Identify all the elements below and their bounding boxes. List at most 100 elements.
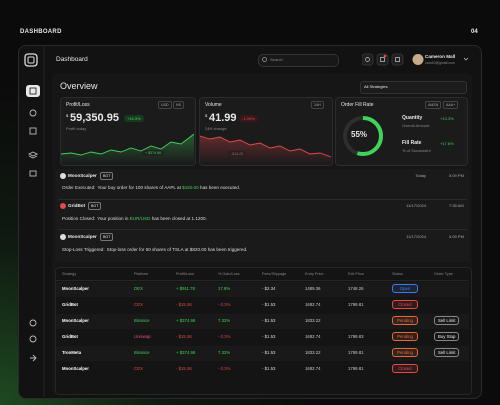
header-icons [362,53,469,66]
card-caption: 24H change [205,126,227,131]
table-cell: 1682.74 [305,302,321,307]
notification-line: Order Executed: Your buy order for 100 sh… [62,185,240,190]
table-cell: 7.32% [218,318,231,323]
search-box[interactable] [258,54,339,67]
stat-label: Quantity [402,115,423,121]
stat-label: Fill Rate [402,140,422,146]
strategy-filter-label: All Strategies [364,84,388,89]
card-tab[interactable]: NS [173,101,184,109]
bot-name: GridBot [68,203,86,208]
order-type-button[interactable]: Sell Limit [434,348,460,357]
table-cell: 7.32% [218,350,231,355]
table-cell: - $2.34 [262,286,276,291]
card-title: Profit/Loss [66,102,90,108]
separator [58,229,467,230]
card-caption: Profit today [66,126,87,131]
stat-change: +13.3% [440,116,454,121]
table-cell: 1833.22 [305,318,321,323]
table-cell: 17.8% [218,286,231,291]
bot-tag: BOT [88,202,102,210]
table-cell: 1799.81 [348,302,364,307]
order-type-button[interactable]: Sell Limit [434,316,460,325]
table-cell: 1799.81 [348,366,364,371]
table-cell: MoonScalper [62,318,89,323]
search-placeholder: Search [270,57,283,62]
card-value: 41.99 [209,112,237,124]
column-header: Platform [134,272,149,276]
separator [56,280,469,281]
stat-caption: % of Successful [402,148,431,153]
table-cell: - $15.36 [176,302,192,307]
column-header: Exit Price [348,272,365,276]
column-header: Fees/Slippage [262,272,287,276]
sidebar [24,45,45,397]
volume-sparkline [200,135,331,164]
table-cell: 1682.74 [305,366,321,371]
message-part: Stop-loss order for 50 shares of TSLA at… [106,247,248,252]
column-header: Order Type [434,272,453,276]
status-pill: Closed [392,364,418,373]
user-email: cam10@gmail.com [425,61,456,65]
event: Position Closed: [62,216,96,221]
column-header: % Gain/Loss [218,272,240,276]
bot-tag: BOT [100,233,114,241]
table-cell: 1682.74 [305,334,321,339]
column-header: Status [392,272,403,276]
separator [58,199,467,200]
overview-title: Overview [60,81,98,91]
table-cell: - 0.3% [218,334,231,339]
message-part: EUR/USD [129,216,151,221]
notification-date: 11/17/2024 [406,234,426,239]
order-type-button[interactable]: Buy Stop [434,332,460,341]
table-cell: - $1.53 [262,334,276,339]
card-tab[interactable]: 24H [311,101,324,109]
card-tab[interactable]: USD [158,101,172,109]
notification-time: 5:09 PM [449,173,464,178]
table-cell: - $15.36 [176,334,192,339]
card-title: Order Fill Rate [341,102,374,108]
profit-sparkline [61,133,194,164]
table-cell: - 0.3% [218,366,231,371]
table-cell: 1799.81 [348,350,364,355]
status-pill: Closed [392,300,418,309]
card-tab[interactable]: AMZN [425,101,442,109]
header-title: Dashboard [56,56,88,63]
card-change: -1.09% [239,115,258,122]
column-header: Strategy [62,272,77,276]
table-cell: - $1.53 [262,302,276,307]
table-cell: MoonScalper [62,366,89,371]
table-cell: Uniswap [134,334,151,339]
table-cell: - $1.53 [262,366,276,371]
notification-line: Position Closed: Your position in EUR/USD… [62,216,207,221]
message-part: Your buy order for 100 shares of AAPL at [97,185,183,190]
row-bg [56,282,469,297]
strategy-filter[interactable] [360,81,467,94]
message-part: Your position in [97,216,130,221]
bot-tag: BOT [100,172,114,180]
card-value: 59,350.95 [70,112,119,124]
status-pill: Pending [392,348,418,357]
row-bg [56,346,469,361]
table-cell: - $1.53 [262,318,276,323]
table-cell: 1748.26 [348,286,364,291]
table-cell: - $15.36 [176,366,192,371]
chart-annotation: -$13.25 [228,151,247,157]
table-cell: Binance [134,318,150,323]
bot-icon [60,173,66,179]
stat-change: +17.6% [440,141,454,146]
card-tab[interactable]: AAA+ [443,101,459,109]
table-cell: GridBot [62,334,78,339]
table-cell: - $1.53 [262,350,276,355]
row-bg [56,314,469,329]
table-cell: 1799.83 [348,334,364,339]
frame-title: DASHBOARD [20,29,62,35]
page-number: 04 [471,29,478,35]
table-cell: + $374.96 [176,350,196,355]
search-icon [262,57,267,62]
table-cell: 1833.22 [305,350,321,355]
currency: $ [66,113,69,118]
stat-caption: Overall Amount [402,123,430,128]
status-pill: Pending [392,316,418,325]
table-cell: - 0.3% [218,302,231,307]
